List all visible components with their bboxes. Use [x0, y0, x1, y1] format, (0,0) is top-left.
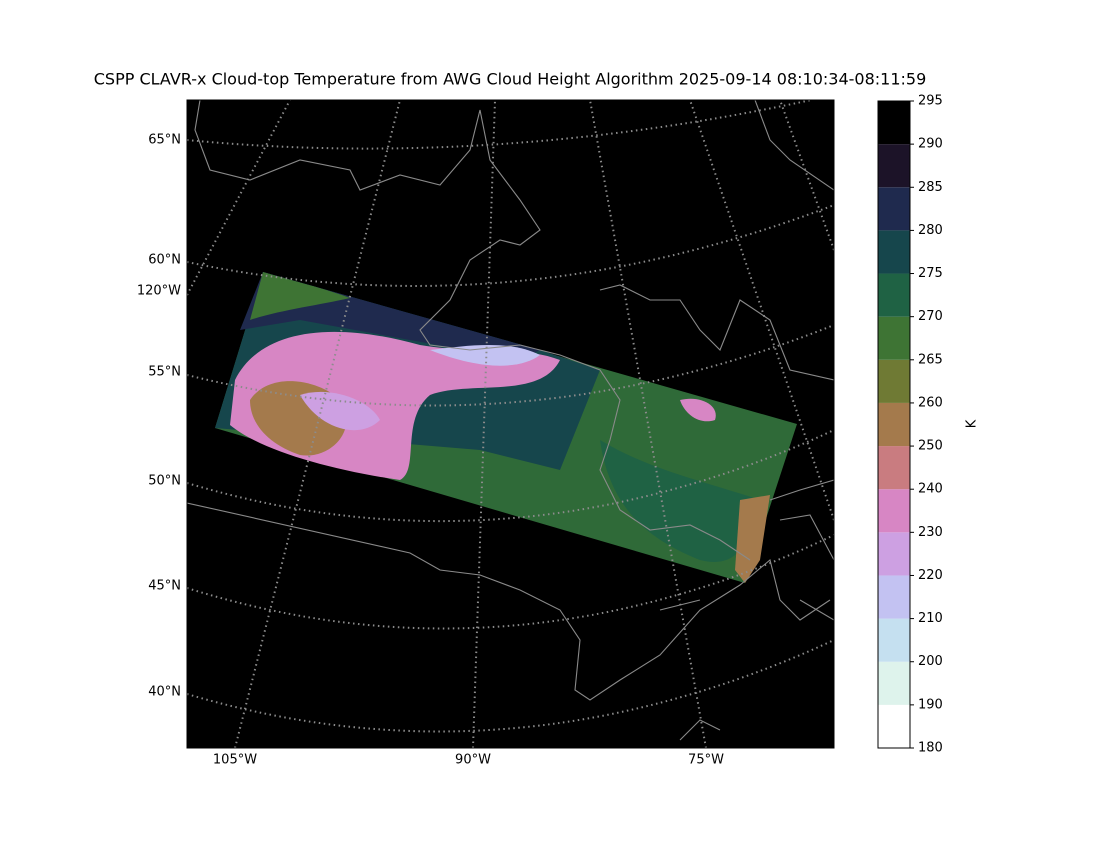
colorbar-tick-label: 210	[918, 611, 943, 626]
lat-label: 55°N	[148, 365, 181, 380]
colorbar-tick-label: 295	[918, 94, 943, 109]
colorbar-tick-label: 290	[918, 137, 943, 152]
colorbar-tick-label: 250	[918, 439, 943, 454]
colorbar-segment	[878, 704, 910, 748]
colorbar-tick-label: 230	[918, 525, 943, 540]
colorbar-segment	[878, 101, 910, 145]
colorbar-tick-label: 200	[918, 654, 943, 669]
colorbar-segment	[878, 532, 910, 576]
colorbar-tick-label: 220	[918, 568, 943, 583]
lon-label: 105°W	[213, 753, 257, 768]
colorbar-segment	[878, 230, 910, 274]
graticule	[187, 100, 834, 748]
colorbar-frame	[877, 100, 911, 749]
lat-label: 65°N	[148, 133, 181, 148]
swath	[215, 272, 797, 583]
colorbar-label: K	[965, 419, 980, 428]
lat-label: 45°N	[148, 579, 181, 594]
colorbar-tick-label: 275	[918, 266, 943, 281]
colorbar-tick-label: 285	[918, 180, 943, 195]
colorbar-tick-label: 190	[918, 697, 943, 712]
lon-label: 75°W	[688, 753, 724, 768]
colorbar-segment	[878, 661, 910, 705]
colorbar-tick-label: 180	[918, 741, 943, 756]
colorbar-segment	[878, 489, 910, 533]
colorbar-tick-label: 265	[918, 352, 943, 367]
colorbar-segment	[878, 273, 910, 317]
colorbar-segment	[878, 402, 910, 447]
lat-label: 50°N	[148, 474, 181, 489]
lat-labels: 65°N 60°N 55°N 50°N 45°N 40°N 120°W	[137, 133, 181, 700]
lon-label: 120°W	[137, 284, 181, 299]
colorbar-segment	[878, 575, 910, 619]
lat-label: 40°N	[148, 685, 181, 700]
colorbar-tick-label: 240	[918, 482, 943, 497]
colorbar-tick-label: 280	[918, 223, 943, 238]
colorbar-tick-label: 260	[918, 395, 943, 410]
colorbar: 180 190 200 210 220 230 240 250 260 265 270 275 280 2…	[877, 94, 943, 756]
lat-label: 60°N	[148, 253, 181, 268]
coastlines	[187, 100, 834, 741]
lon-label: 90°W	[455, 753, 491, 768]
lon-labels: 105°W 90°W 75°W	[213, 753, 724, 768]
map-frame	[186, 99, 835, 749]
map	[187, 100, 834, 748]
colorbar-segment	[878, 618, 910, 662]
colorbar-segment	[878, 187, 910, 231]
colorbar-segment	[878, 446, 910, 490]
colorbar-segment	[878, 316, 910, 360]
colorbar-segment	[878, 359, 910, 403]
colorbar-segment	[878, 144, 910, 188]
title: CSPP CLAVR-x Cloud-top Temperature from …	[94, 70, 927, 89]
colorbar-tick-label: 270	[918, 309, 943, 324]
